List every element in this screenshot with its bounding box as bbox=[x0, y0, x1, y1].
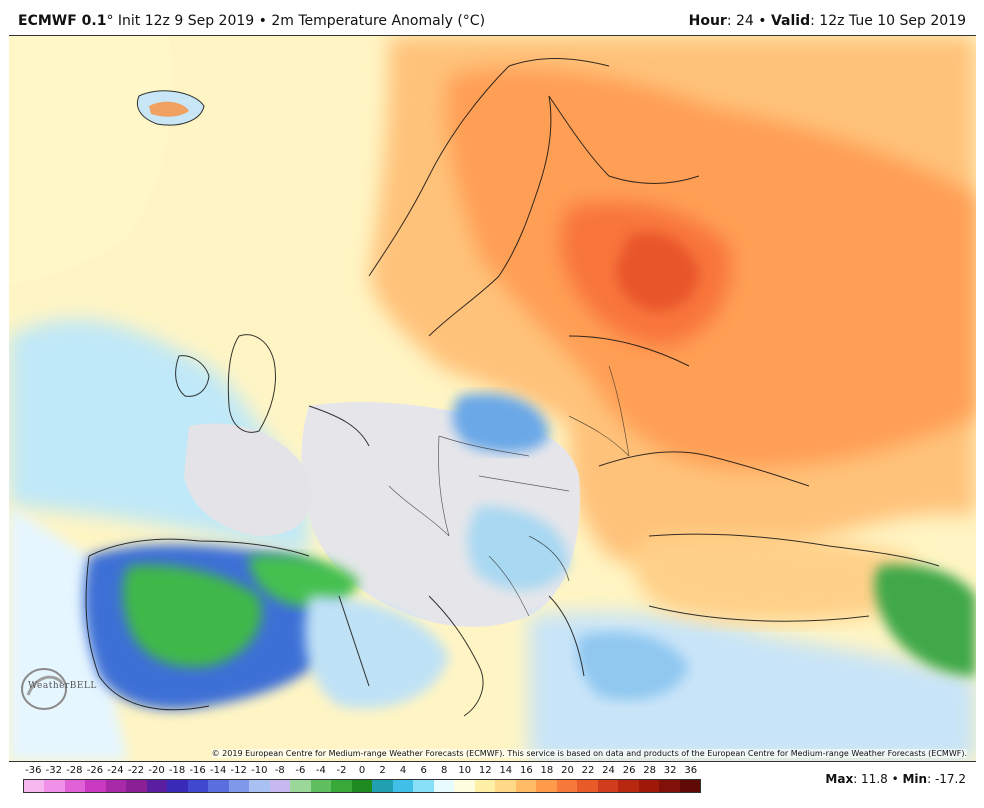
scale-swatch bbox=[249, 780, 270, 792]
scale-label: -28 bbox=[66, 765, 83, 776]
scale-label: 16 bbox=[519, 765, 533, 776]
scale-label: -24 bbox=[107, 765, 124, 776]
scale-label: -18 bbox=[168, 765, 186, 776]
scale-swatch bbox=[351, 780, 373, 792]
scale-swatch bbox=[85, 780, 106, 792]
scale-swatch bbox=[372, 780, 393, 792]
model-name: ECMWF 0.1 bbox=[18, 13, 107, 29]
map-header: ECMWF 0.1° Init 12z 9 Sep 2019 • 2m Temp… bbox=[0, 0, 984, 34]
scale-label: 24 bbox=[602, 765, 615, 776]
scale-label: 20 bbox=[561, 765, 574, 776]
scale-swatch bbox=[536, 780, 557, 792]
max-min-stats: Max: 11.8 • Min: -17.2 bbox=[825, 772, 966, 786]
scale-label: -2 bbox=[336, 765, 347, 776]
scale-swatch bbox=[310, 780, 332, 792]
scale-swatch bbox=[290, 780, 311, 792]
max-label: Max bbox=[825, 772, 854, 786]
scale-label: -8 bbox=[274, 765, 285, 776]
scale-swatch bbox=[331, 780, 352, 792]
scale-label: 12 bbox=[478, 765, 492, 776]
scale-label: -10 bbox=[251, 765, 268, 776]
scale-swatch bbox=[577, 780, 598, 792]
hour-label: Hour bbox=[688, 13, 727, 29]
scale-label: -6 bbox=[295, 765, 306, 776]
scale-label: 4 bbox=[399, 765, 407, 776]
scale-swatch bbox=[228, 780, 250, 792]
scale-label: -36 bbox=[25, 765, 42, 776]
valid-label: Valid bbox=[770, 13, 811, 29]
scale-label: -12 bbox=[230, 765, 247, 776]
scale-label: 18 bbox=[540, 765, 554, 776]
scale-swatch bbox=[454, 780, 475, 792]
field-name: 2m Temperature Anomaly (°C) bbox=[271, 13, 486, 29]
scale-swatch bbox=[187, 780, 209, 792]
scale-swatch bbox=[638, 780, 660, 792]
min-label: Min bbox=[902, 772, 928, 786]
map-canvas bbox=[9, 36, 976, 761]
scale-label: 0 bbox=[358, 765, 366, 776]
scale-label: -22 bbox=[127, 765, 145, 776]
scale-swatch bbox=[269, 780, 291, 792]
scale-swatch bbox=[146, 780, 168, 792]
scale-swatch bbox=[413, 780, 434, 792]
scale-swatch bbox=[679, 780, 700, 792]
scale-label: 28 bbox=[643, 765, 656, 776]
scale-label: -32 bbox=[45, 765, 62, 776]
scale-label: 8 bbox=[440, 765, 448, 776]
scale-label: 6 bbox=[420, 765, 427, 776]
copyright-notice: © 2019 European Centre for Medium-range … bbox=[211, 749, 967, 758]
scale-swatch bbox=[597, 780, 619, 792]
scale-labels: -36 -32 -28 -26 -24 -22 -20 -18 -16 -14 -12 -10 -8 -6… bbox=[23, 765, 701, 779]
scale-swatch bbox=[515, 780, 537, 792]
max-value: : 11.8 bbox=[853, 772, 888, 786]
scale-label: 36 bbox=[684, 765, 698, 776]
scale-swatch bbox=[474, 780, 496, 792]
scale-label: -4 bbox=[315, 765, 326, 776]
scale-swatch bbox=[105, 780, 127, 792]
scale-label: 10 bbox=[458, 765, 472, 776]
min-value: : -17.2 bbox=[927, 772, 966, 786]
scale-label: -14 bbox=[210, 765, 227, 776]
scale-swatch bbox=[433, 780, 455, 792]
valid-info: Hour: 24 • Valid: 12z Tue 10 Sep 2019 bbox=[688, 13, 966, 29]
valid-value: : 12z Tue 10 Sep 2019 bbox=[810, 13, 966, 29]
scale-swatch bbox=[495, 780, 516, 792]
scale-label: -16 bbox=[189, 765, 206, 776]
scale-label: -26 bbox=[86, 765, 104, 776]
scale-swatch bbox=[126, 780, 147, 792]
scale-label: 26 bbox=[622, 765, 636, 776]
scale-label: 22 bbox=[581, 765, 595, 776]
weatherbell-logo-icon bbox=[21, 668, 67, 710]
init-time: Init 12z 9 Sep 2019 bbox=[113, 13, 255, 29]
scale-swatch bbox=[659, 780, 680, 792]
scale-label: 14 bbox=[499, 765, 513, 776]
scale-label: -20 bbox=[148, 765, 165, 776]
scale-swatch bbox=[556, 780, 578, 792]
hour-value: : 24 bbox=[726, 13, 754, 29]
scale-swatch bbox=[24, 780, 45, 792]
scale-swatch bbox=[44, 780, 65, 792]
scale-swatch bbox=[167, 780, 188, 792]
scale-label: 32 bbox=[663, 765, 677, 776]
weatherbell-logo-text: WeatherBELL bbox=[28, 681, 97, 691]
scale-swatch bbox=[208, 780, 229, 792]
scale-bar bbox=[23, 779, 701, 793]
scale-swatch bbox=[618, 780, 639, 792]
map-title: ECMWF 0.1° Init 12z 9 Sep 2019 • 2m Temp… bbox=[18, 13, 486, 29]
scale-label: 2 bbox=[379, 765, 386, 776]
scale-swatch bbox=[64, 780, 86, 792]
color-scale-legend: -36 -32 -28 -26 -24 -22 -20 -18 -16 -14 -12 -10 -8 -6… bbox=[23, 765, 701, 795]
scale-swatch bbox=[392, 780, 414, 792]
temperature-anomaly-map: © 2019 European Centre for Medium-range … bbox=[9, 35, 976, 762]
